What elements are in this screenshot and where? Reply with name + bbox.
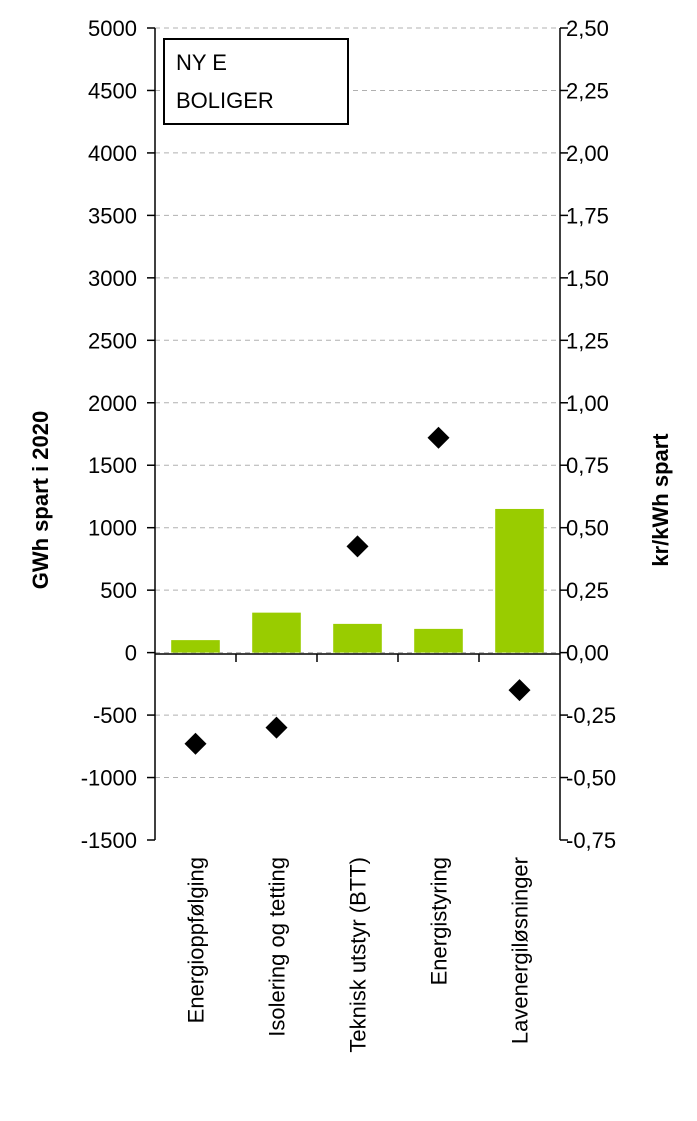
left-tick-label: 4500 [88, 78, 137, 103]
bar [333, 623, 382, 653]
markers [184, 426, 531, 755]
right-tick-label: -0,25 [566, 703, 616, 728]
left-tick-label: 3500 [88, 203, 137, 228]
right-tick-label: 1,75 [566, 203, 609, 228]
right-tick-label: -0,75 [566, 828, 616, 853]
right-tick-label: 1,25 [566, 328, 609, 353]
left-axis-ticks: 5000450040003500300025002000150010005000… [81, 16, 137, 853]
diamond-marker [427, 426, 450, 449]
category-label: Isolering og tetting [265, 857, 290, 1037]
left-tick-label: -1500 [81, 828, 137, 853]
left-tick-label: 0 [125, 641, 137, 666]
left-tick-label: 1500 [88, 453, 137, 478]
bar [495, 508, 544, 653]
right-tick-label: 0,25 [566, 578, 609, 603]
category-label: Energioppfølging [184, 857, 209, 1023]
bar [171, 640, 220, 653]
diamond-marker [508, 679, 531, 702]
left-tick-label: 3000 [88, 266, 137, 291]
right-tick-label: 0,50 [566, 516, 609, 541]
right-tick-label: 0,75 [566, 453, 609, 478]
right-tick-label: 1,50 [566, 266, 609, 291]
left-tick-label: 5000 [88, 16, 137, 41]
left-tick-label: 500 [100, 578, 137, 603]
annotation-box: NY E BOLIGER [163, 38, 349, 125]
diamond-marker [265, 716, 288, 739]
right-tick-label: 2,00 [566, 141, 609, 166]
y-axis-title-left: GWh spart i 2020 [28, 411, 53, 590]
category-label: Energistyring [427, 857, 452, 985]
axes [147, 27, 568, 841]
left-tick-label: -500 [93, 703, 137, 728]
diamond-marker [346, 535, 369, 558]
diamond-marker [184, 732, 207, 755]
left-tick-label: 2000 [88, 391, 137, 416]
gridlines [155, 27, 560, 779]
annotation-line-2: BOLIGER [176, 88, 274, 113]
y-axis-title-right: kr/kWh spart [648, 433, 673, 567]
category-label: Lavenergiløsninger [508, 857, 533, 1044]
bars [171, 508, 544, 653]
right-tick-label: 2,50 [566, 16, 609, 41]
left-tick-label: 4000 [88, 141, 137, 166]
right-tick-label: 1,00 [566, 391, 609, 416]
annotation-line-1: NY E [176, 50, 227, 75]
bar [414, 628, 463, 653]
left-tick-label: 2500 [88, 328, 137, 353]
left-tick-label: 1000 [88, 516, 137, 541]
right-axis-ticks: 2,50 2,25 2,00 1,75 1,50 1,25 1,00 0,75 0,50 0,25… [566, 16, 616, 853]
right-tick-label: 2,25 [566, 78, 609, 103]
category-label: Teknisk utstyr (BTT) [346, 857, 371, 1053]
right-tick-label: 0,00 [566, 641, 609, 666]
category-labels: Energioppfølging Isolering og tetting Tekn… [184, 857, 533, 1053]
left-tick-label: -1000 [81, 766, 137, 791]
bar [252, 612, 301, 653]
right-tick-label: -0,50 [566, 766, 616, 791]
